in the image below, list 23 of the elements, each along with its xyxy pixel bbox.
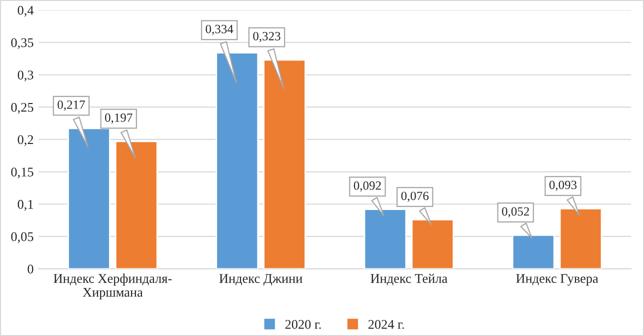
data-label: 0,217 [58,100,85,111]
x-tick-label: Индекс Тейла [370,274,448,286]
data-label: 0,334 [206,24,234,36]
x-tick-label: Индекс Джини [219,274,302,286]
y-tick-label: 0,3 [18,70,34,82]
data-label: 0,197 [105,113,132,124]
data-label: 0,093 [549,180,577,191]
y-tick-label: 0,15 [11,168,34,178]
x-tick-label: Индекс Гувера [516,274,598,286]
data-label: 0,323 [253,32,280,42]
data-label: 0,076 [401,192,429,202]
legend-label: 2020 г. [285,320,321,329]
y-tick-label: 0,1 [18,200,33,211]
y-tick-label: 0,2 [18,135,34,146]
data-label: 0,092 [354,181,381,192]
legend-label: 2024 г. [368,320,404,329]
y-tick-label: 0,4 [18,6,34,17]
y-tick-label: 0,35 [11,38,34,50]
y-tick-label: 0 [28,264,34,274]
y-tick-label: 0,25 [11,102,34,114]
x-tick-label: Индекс Херфиндаля-Хиршмана [54,274,172,300]
y-tick-label: 0,05 [11,232,34,244]
data-label: 0,052 [502,207,529,218]
